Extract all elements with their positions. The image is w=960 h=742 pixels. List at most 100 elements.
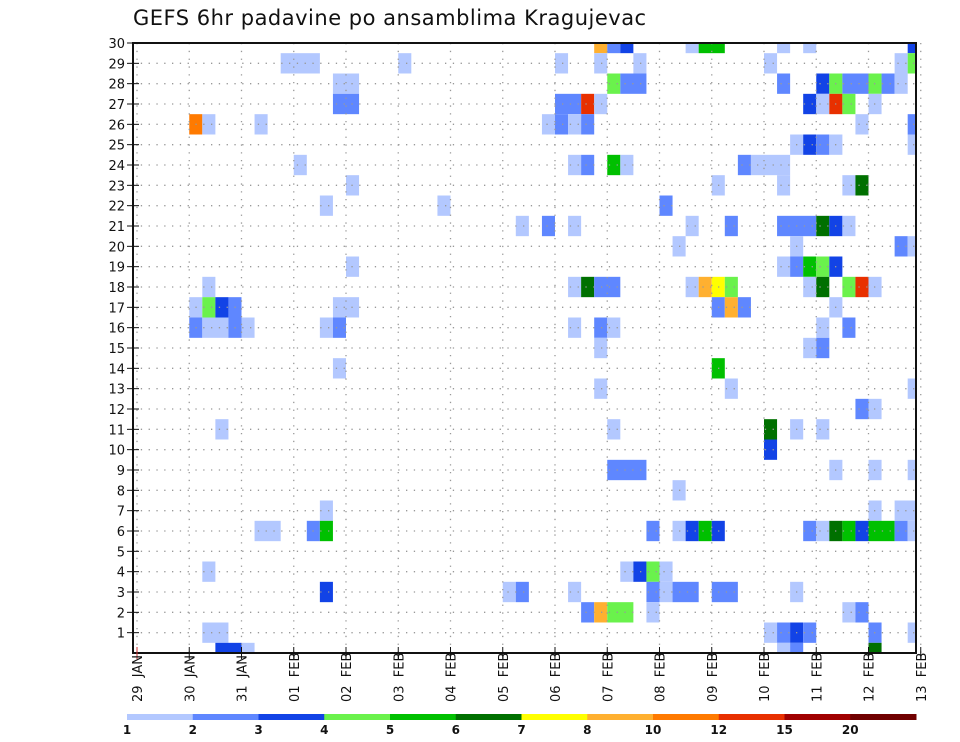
heatmap-cell: [777, 175, 791, 196]
heatmap-cell: [594, 276, 621, 298]
heatmap-cell: [907, 459, 916, 481]
heatmap-cell: [803, 337, 817, 359]
heatmap-cell: [907, 520, 916, 542]
heatmap-cell: [685, 276, 699, 298]
colorbar-swatch: [324, 714, 391, 720]
heatmap-cell: [319, 520, 333, 542]
heatmap-cell: [907, 378, 916, 399]
heatmap-cell: [568, 317, 582, 338]
heatmap-cell: [581, 276, 595, 298]
x-tick-label: 10 FEB: [758, 653, 773, 702]
heatmap-cell: [607, 154, 621, 176]
heatmap-cell: [607, 317, 621, 338]
heatmap-cell: [777, 73, 791, 94]
heatmap-cell: [842, 520, 856, 542]
heatmap-cell: [764, 439, 778, 460]
heatmap-cell: [698, 276, 712, 298]
heatmap-cell: [842, 73, 869, 94]
heatmap-cell: [855, 276, 869, 298]
y-tick-label: 10: [108, 444, 125, 459]
heatmap-cell: [842, 602, 856, 623]
colorbar-swatch: [258, 714, 325, 720]
heatmap-cell: [202, 297, 216, 318]
heatmap-cell: [319, 195, 333, 216]
heatmap-cell: [646, 602, 660, 623]
heatmap-cell: [541, 114, 555, 135]
y-tick-label: 15: [108, 342, 125, 357]
colorbar-label: 2: [189, 723, 197, 737]
y-tick-label: 20: [108, 240, 125, 255]
heatmap-cell: [855, 114, 869, 135]
y-tick-label: 8: [117, 484, 125, 499]
heatmap-cell: [202, 317, 229, 338]
x-tick-label: 02 FEB: [340, 653, 355, 702]
heatmap-cell: [907, 134, 916, 155]
heatmap-cell: [620, 561, 634, 582]
heatmap-cell: [568, 114, 582, 135]
heatmap-cell: [816, 317, 830, 338]
heatmap-cell: [724, 215, 738, 237]
x-axis: 29 JAN 30 JAN 31 JAN 01 FEB 02 FEB 03 FEB 04 F…: [131, 647, 930, 702]
x-tick-label: 04 FEB: [445, 653, 460, 702]
heatmap-cell: [437, 195, 451, 216]
heatmap-cell: [803, 622, 817, 643]
heatmap-cell: [607, 43, 621, 54]
heatmap-cell: [594, 53, 608, 74]
heatmap-cell: [646, 561, 660, 582]
heatmap-cell: [607, 459, 647, 481]
y-tick-label: 7: [117, 505, 125, 520]
heatmap-cell: [332, 297, 360, 318]
cells-layer: [189, 43, 916, 653]
heatmap-cell: [790, 642, 804, 653]
heatmap-cell: [777, 622, 791, 643]
heatmap-cell: [646, 581, 660, 603]
heatmap-cell: [816, 73, 830, 94]
heatmap-cell: [894, 236, 908, 257]
x-tick-label: 05 FEB: [497, 653, 512, 702]
x-tick-label: 29 JAN: [131, 655, 146, 702]
heatmap-cell: [907, 53, 916, 74]
grid-layer: [133, 43, 922, 653]
y-tick-label: 18: [108, 281, 125, 296]
colorbar-label: 7: [517, 723, 525, 737]
colorbar-swatch: [784, 714, 851, 720]
heatmap-cell: [319, 581, 333, 603]
colorbar-swatch: [587, 714, 654, 720]
heatmap-cell: [868, 520, 895, 542]
y-tick-label: 14: [108, 362, 125, 377]
heatmap-cell: [332, 317, 346, 338]
heatmap-cell: [855, 398, 869, 420]
heatmap-cell: [581, 154, 595, 176]
heatmap-cell: [581, 93, 595, 115]
y-tick-label: 6: [117, 525, 125, 540]
heatmap-cell: [698, 520, 712, 542]
heatmap-cell: [724, 276, 738, 298]
heatmap-cell: [685, 215, 699, 237]
heatmap-cell: [777, 642, 791, 653]
colorbar-label: 12: [710, 723, 727, 737]
heatmap-cell: [816, 256, 830, 277]
heatmap-cell: [594, 43, 608, 54]
colorbar-swatch: [718, 714, 785, 720]
chart-title: GEFS 6hr padavine po ansamblima Kragujev…: [133, 6, 647, 30]
heatmap-cell: [620, 43, 634, 54]
colorbar-label: 20: [842, 723, 859, 737]
y-tick-label: 27: [108, 98, 125, 113]
y-tick-label: 16: [108, 322, 125, 337]
heatmap-cell: [568, 581, 582, 603]
heatmap-cell: [842, 93, 856, 115]
heatmap-cell: [803, 520, 817, 542]
y-axis: 1234567891011121314151617181920212223242…: [108, 37, 139, 642]
heatmap-cell: [777, 256, 791, 277]
heatmap-cell: [202, 114, 216, 135]
colorbar-label: 4: [320, 723, 328, 737]
heatmap-cell: [750, 154, 791, 176]
heatmap-cell: [594, 93, 608, 115]
heatmap-cell: [293, 154, 307, 176]
heatmap-cell: [816, 93, 830, 115]
heatmap-cell: [515, 215, 529, 237]
heatmap-cell: [907, 622, 916, 643]
heatmap-cell: [646, 520, 660, 542]
heatmap-cell: [581, 114, 595, 135]
